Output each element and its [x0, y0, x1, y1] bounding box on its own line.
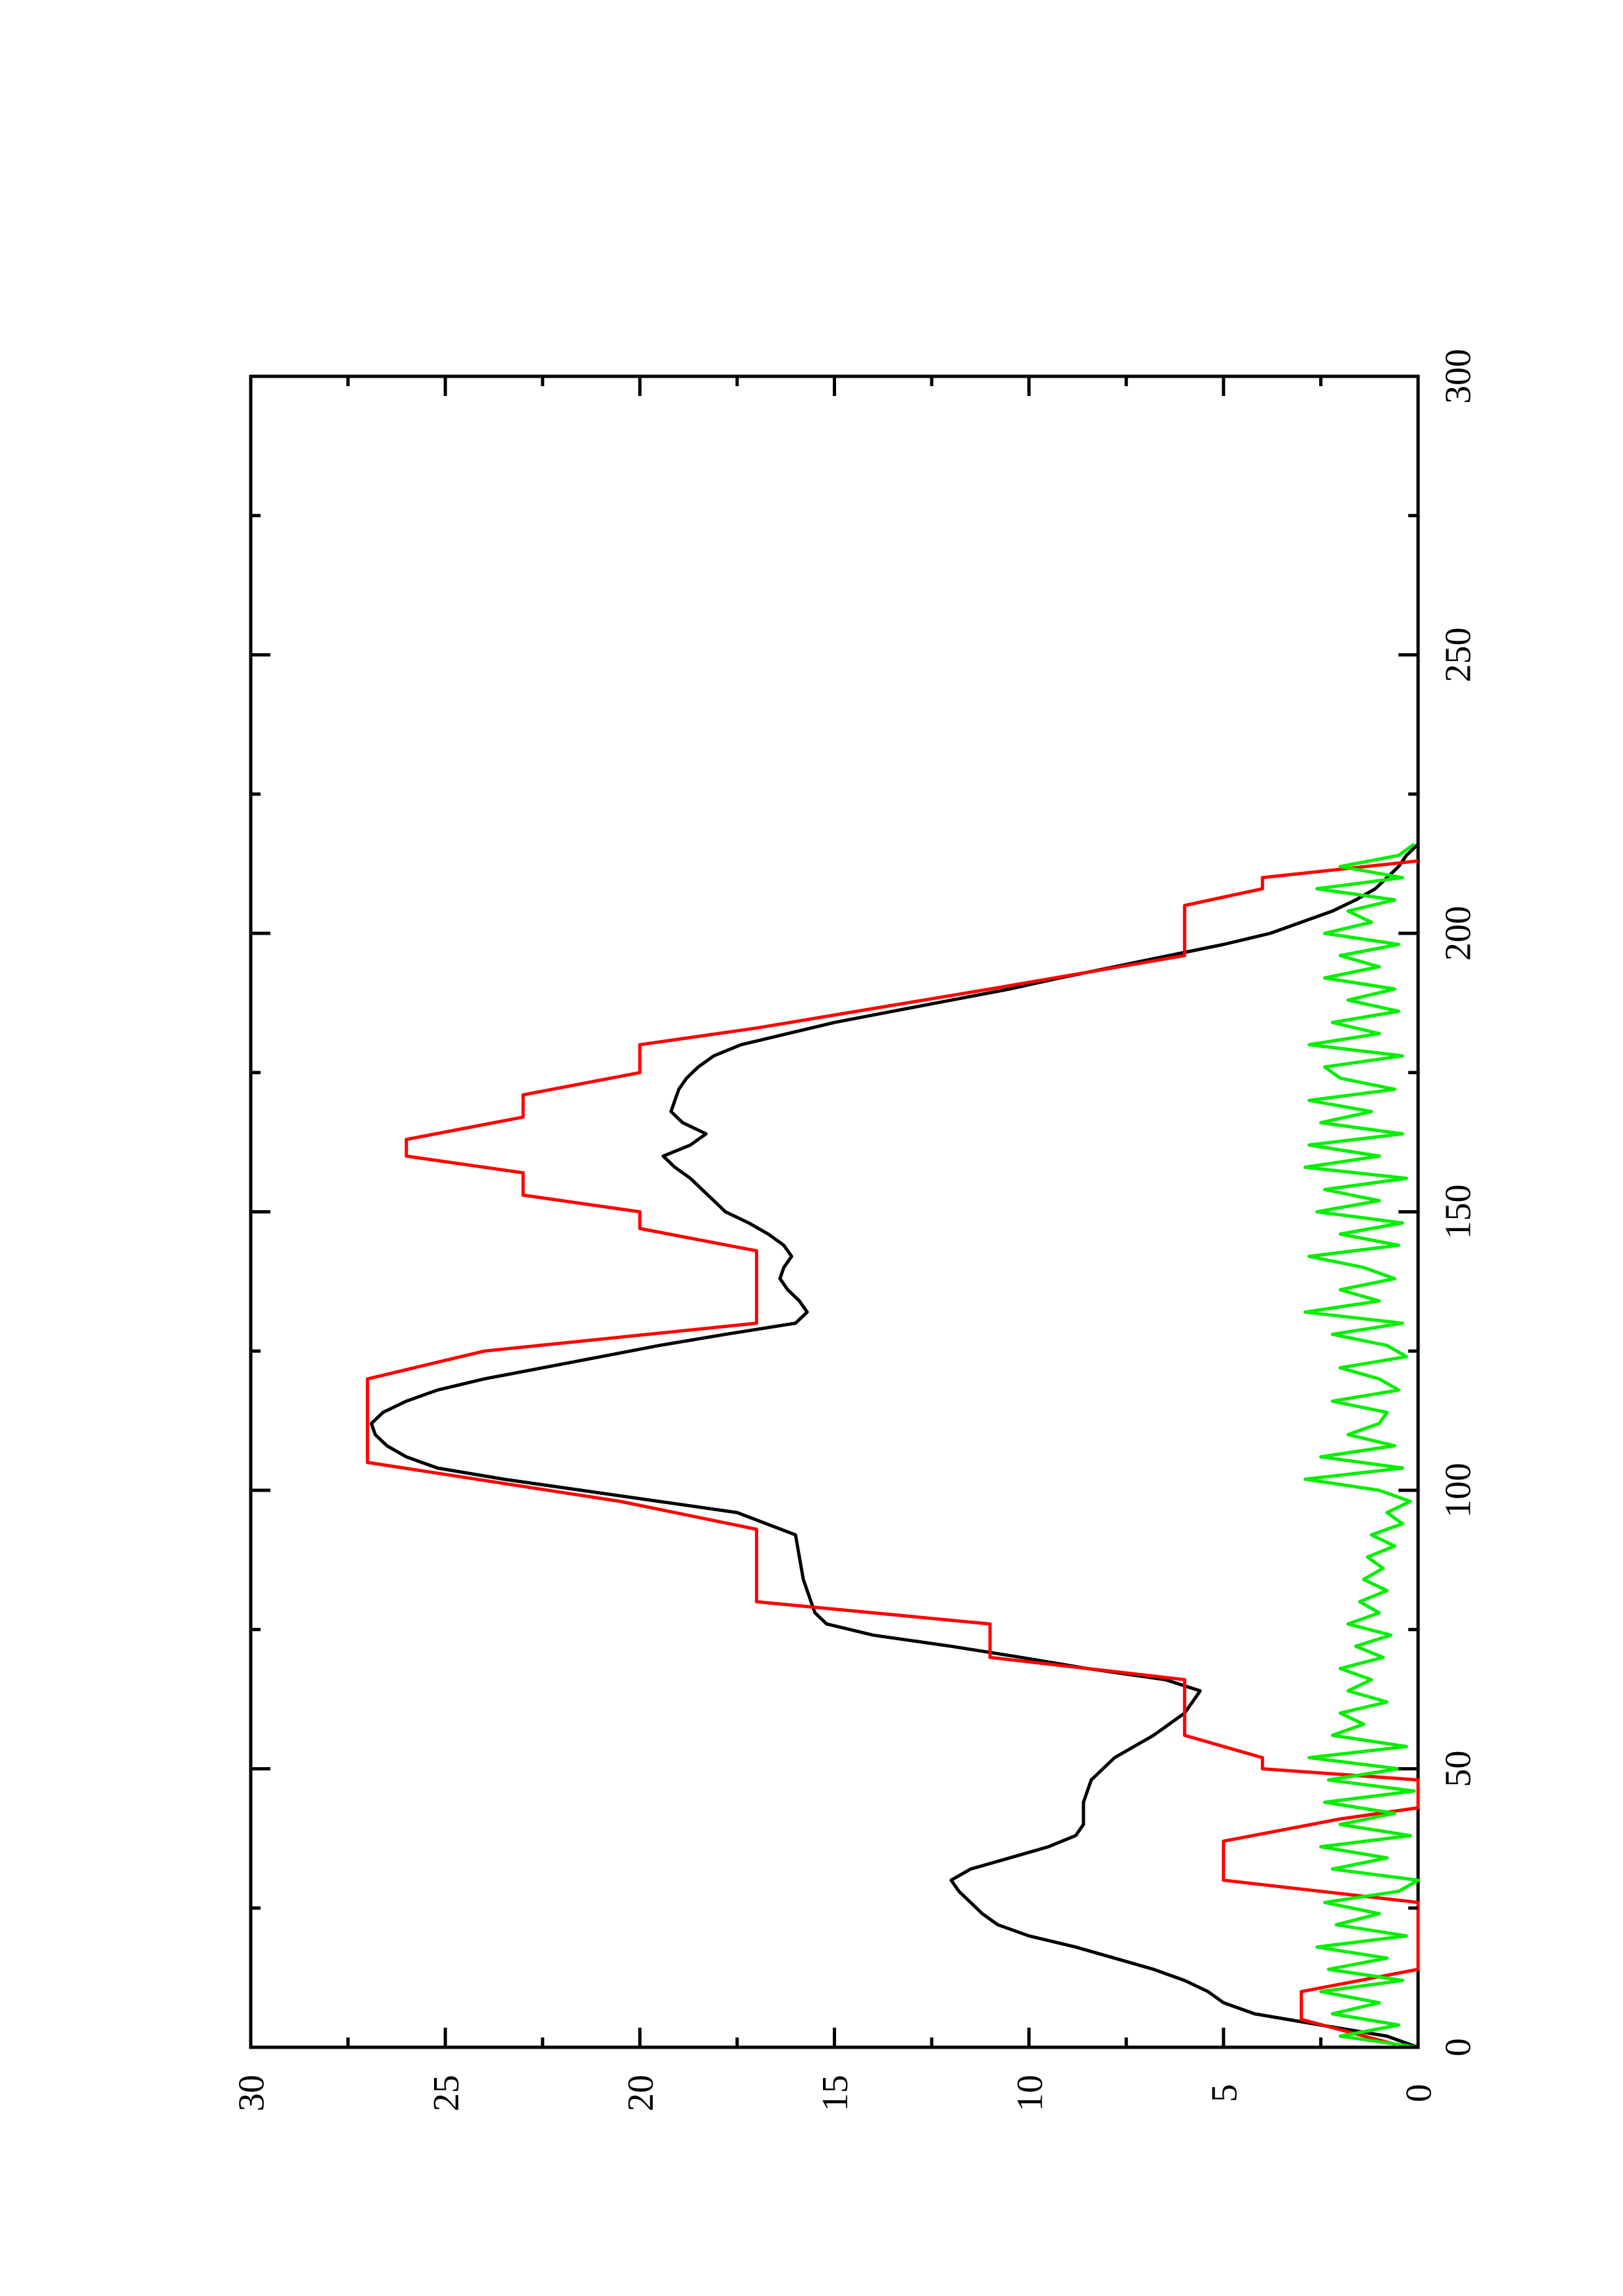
y-tick-label: 5: [1204, 2084, 1245, 2102]
tick-layer: [249, 374, 1420, 2049]
x-tick-label: 0: [1438, 2038, 1479, 2056]
series-line-2: [365, 859, 1420, 2049]
series-layer: [365, 842, 1420, 2049]
y-tick-label: 10: [1010, 2075, 1050, 2111]
y-tick-label: 20: [621, 2075, 661, 2111]
y-tick-label: 0: [1399, 2084, 1440, 2102]
series-line-1: [369, 842, 1419, 2049]
y-tick-label: 30: [232, 2075, 272, 2111]
x-tick-label: 50: [1438, 1751, 1479, 1787]
x-tick-label: 250: [1438, 628, 1479, 683]
plot-frame: [249, 374, 1420, 2049]
x-tick-label: 300: [1438, 349, 1479, 404]
x-tick-label: 150: [1438, 1185, 1479, 1240]
plot-area: 0 50 100 150 200 250 300 0 5 10 15 20 25 30: [232, 349, 1479, 2111]
x-tick-label: 200: [1438, 906, 1479, 961]
series-line-3: [1304, 842, 1420, 2049]
x-tick-label: 100: [1438, 1463, 1479, 1518]
y-tick-label: 15: [815, 2075, 856, 2111]
tick-label-layer: 0 50 100 150 200 250 300 0 5 10 15 20 25 30: [232, 349, 1479, 2111]
y-tick-label: 25: [426, 2075, 467, 2111]
